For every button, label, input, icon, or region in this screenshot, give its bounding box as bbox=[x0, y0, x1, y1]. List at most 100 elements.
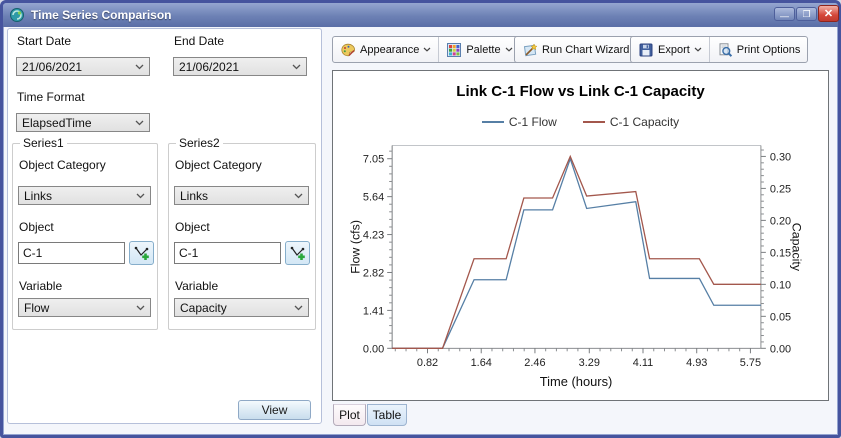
svg-text:4.93: 4.93 bbox=[686, 357, 707, 369]
svg-text:7.05: 7.05 bbox=[363, 154, 384, 166]
series2-groupbox: Series2 Object Category Links Object C-1… bbox=[168, 136, 316, 330]
series1-object-category-select[interactable]: Links bbox=[18, 186, 151, 205]
paint-palette-icon bbox=[341, 43, 356, 56]
magnifier-page-icon bbox=[719, 42, 732, 57]
time-format-select[interactable]: ElapsedTime bbox=[16, 113, 150, 132]
svg-text:4.11: 4.11 bbox=[633, 357, 653, 369]
legend-item: C-1 Flow bbox=[481, 115, 557, 129]
floppy-disk-icon bbox=[639, 43, 653, 56]
series2-object-category-label: Object Category bbox=[175, 158, 262, 172]
series1-object-picker-button[interactable] bbox=[129, 241, 154, 265]
series1-object-category-value: Links bbox=[24, 188, 53, 203]
tab-plot[interactable]: Plot bbox=[333, 404, 366, 426]
chevron-down-icon bbox=[505, 47, 512, 52]
svg-text:0.00: 0.00 bbox=[770, 343, 791, 355]
svg-text:1.41: 1.41 bbox=[363, 305, 384, 317]
polyline-add-icon bbox=[290, 246, 305, 260]
end-date-value: 21/06/2021 bbox=[179, 59, 240, 74]
titlebar[interactable]: Time Series Comparison bbox=[3, 3, 838, 27]
run-chart-wizard-button[interactable]: Run Chart Wizard bbox=[515, 37, 636, 62]
chevron-down-icon bbox=[292, 64, 301, 70]
print-options-button[interactable]: Print Options bbox=[708, 37, 808, 62]
color-grid-icon bbox=[447, 42, 462, 57]
series1-variable-select[interactable]: Flow bbox=[18, 298, 151, 317]
close-icon: ✕ bbox=[823, 8, 834, 20]
svg-text:Capacity: Capacity bbox=[790, 223, 804, 272]
svg-text:0.82: 0.82 bbox=[417, 357, 438, 369]
series2-variable-label: Variable bbox=[175, 279, 219, 293]
legend-line-swatch bbox=[582, 121, 605, 123]
toolbar-group-export: Export Print Options bbox=[630, 36, 809, 63]
svg-text:2.46: 2.46 bbox=[524, 357, 545, 369]
legend-label: C-1 Capacity bbox=[609, 115, 680, 129]
svg-text:2.82: 2.82 bbox=[363, 267, 384, 279]
legend-label: C-1 Flow bbox=[508, 115, 557, 129]
svg-text:5.75: 5.75 bbox=[740, 357, 761, 369]
svg-text:0.10: 0.10 bbox=[770, 279, 791, 291]
maximize-button[interactable]: ❐ bbox=[796, 7, 817, 21]
series2-variable-value: Capacity bbox=[180, 300, 227, 315]
series1-object-input[interactable]: C-1 bbox=[18, 242, 125, 264]
svg-text:4.23: 4.23 bbox=[363, 230, 384, 242]
svg-text:0.25: 0.25 bbox=[770, 183, 791, 195]
close-button[interactable]: ✕ bbox=[818, 5, 839, 22]
series2-object-category-value: Links bbox=[180, 188, 209, 203]
polyline-add-icon bbox=[134, 246, 149, 260]
series2-variable-select[interactable]: Capacity bbox=[174, 298, 309, 317]
series2-object-picker-button[interactable] bbox=[285, 241, 310, 265]
series1-variable-value: Flow bbox=[24, 300, 50, 315]
chevron-down-icon bbox=[136, 305, 145, 311]
chevron-down-icon bbox=[136, 193, 145, 199]
series1-object-value: C-1 bbox=[23, 246, 43, 260]
tab-plot-label: Plot bbox=[339, 408, 360, 422]
palette-label: Palette bbox=[466, 43, 501, 56]
tab-table[interactable]: Table bbox=[367, 404, 407, 426]
export-label: Export bbox=[658, 43, 690, 56]
export-button[interactable]: Export bbox=[631, 37, 709, 62]
view-button-label: View bbox=[261, 403, 288, 417]
svg-text:1.64: 1.64 bbox=[471, 357, 492, 369]
magic-wand-icon bbox=[523, 42, 538, 56]
chevron-down-icon bbox=[135, 64, 144, 70]
palette-button[interactable]: Palette bbox=[438, 37, 519, 62]
chevron-down-icon bbox=[694, 47, 702, 52]
series2-object-input[interactable]: C-1 bbox=[174, 242, 281, 264]
chart-legend: C-1 Flow C-1 Capacity bbox=[333, 115, 828, 129]
chevron-down-icon bbox=[294, 193, 303, 199]
legend-line-swatch bbox=[481, 121, 504, 123]
minimize-icon: — bbox=[780, 10, 789, 21]
run-chart-wizard-label: Run Chart Wizard bbox=[542, 43, 630, 56]
toolbar-group-wizard: Run Chart Wizard bbox=[514, 36, 638, 63]
minimize-button[interactable]: — bbox=[774, 7, 795, 21]
series2-legend: Series2 bbox=[176, 136, 223, 150]
series2-object-label: Object bbox=[175, 220, 210, 234]
time-format-label: Time Format bbox=[17, 90, 85, 104]
svg-text:0.05: 0.05 bbox=[770, 311, 791, 323]
series1-object-label: Object bbox=[19, 220, 54, 234]
chevron-down-icon bbox=[135, 120, 144, 126]
chart-title: Link C-1 Flow vs Link C-1 Capacity bbox=[456, 83, 705, 100]
end-date-select[interactable]: 21/06/2021 bbox=[173, 57, 307, 76]
controls-panel: Start Date 21/06/2021 End Date 21/06/202… bbox=[7, 28, 322, 424]
series1-groupbox: Series1 Object Category Links Object C-1… bbox=[12, 136, 158, 330]
svg-text:0.20: 0.20 bbox=[770, 215, 791, 227]
svg-text:0.15: 0.15 bbox=[770, 247, 791, 259]
plot-area: 0.82 1.64 2.46 3.29 4.11 4.93 5.75 0.00 1.41 2.82… bbox=[348, 145, 804, 389]
start-date-value: 21/06/2021 bbox=[22, 59, 83, 74]
appearance-button[interactable]: Appearance bbox=[333, 37, 438, 62]
window-title: Time Series Comparison bbox=[31, 8, 172, 22]
svg-text:0.00: 0.00 bbox=[363, 343, 384, 355]
svg-text:5.64: 5.64 bbox=[363, 192, 384, 204]
maximize-icon: ❐ bbox=[802, 8, 811, 19]
series1-variable-label: Variable bbox=[19, 279, 63, 293]
chart-panel: 0.82 1.64 2.46 3.29 4.11 4.93 5.75 0.00 1.41 2.82… bbox=[332, 70, 829, 401]
appearance-label: Appearance bbox=[360, 43, 420, 56]
view-button[interactable]: View bbox=[238, 400, 311, 420]
tab-table-label: Table bbox=[372, 408, 402, 422]
legend-item: C-1 Capacity bbox=[582, 115, 680, 129]
print-options-label: Print Options bbox=[736, 43, 801, 56]
series2-object-category-select[interactable]: Links bbox=[174, 186, 309, 205]
series1-object-category-label: Object Category bbox=[19, 158, 106, 172]
start-date-select[interactable]: 21/06/2021 bbox=[16, 57, 150, 76]
chevron-down-icon bbox=[423, 47, 431, 52]
